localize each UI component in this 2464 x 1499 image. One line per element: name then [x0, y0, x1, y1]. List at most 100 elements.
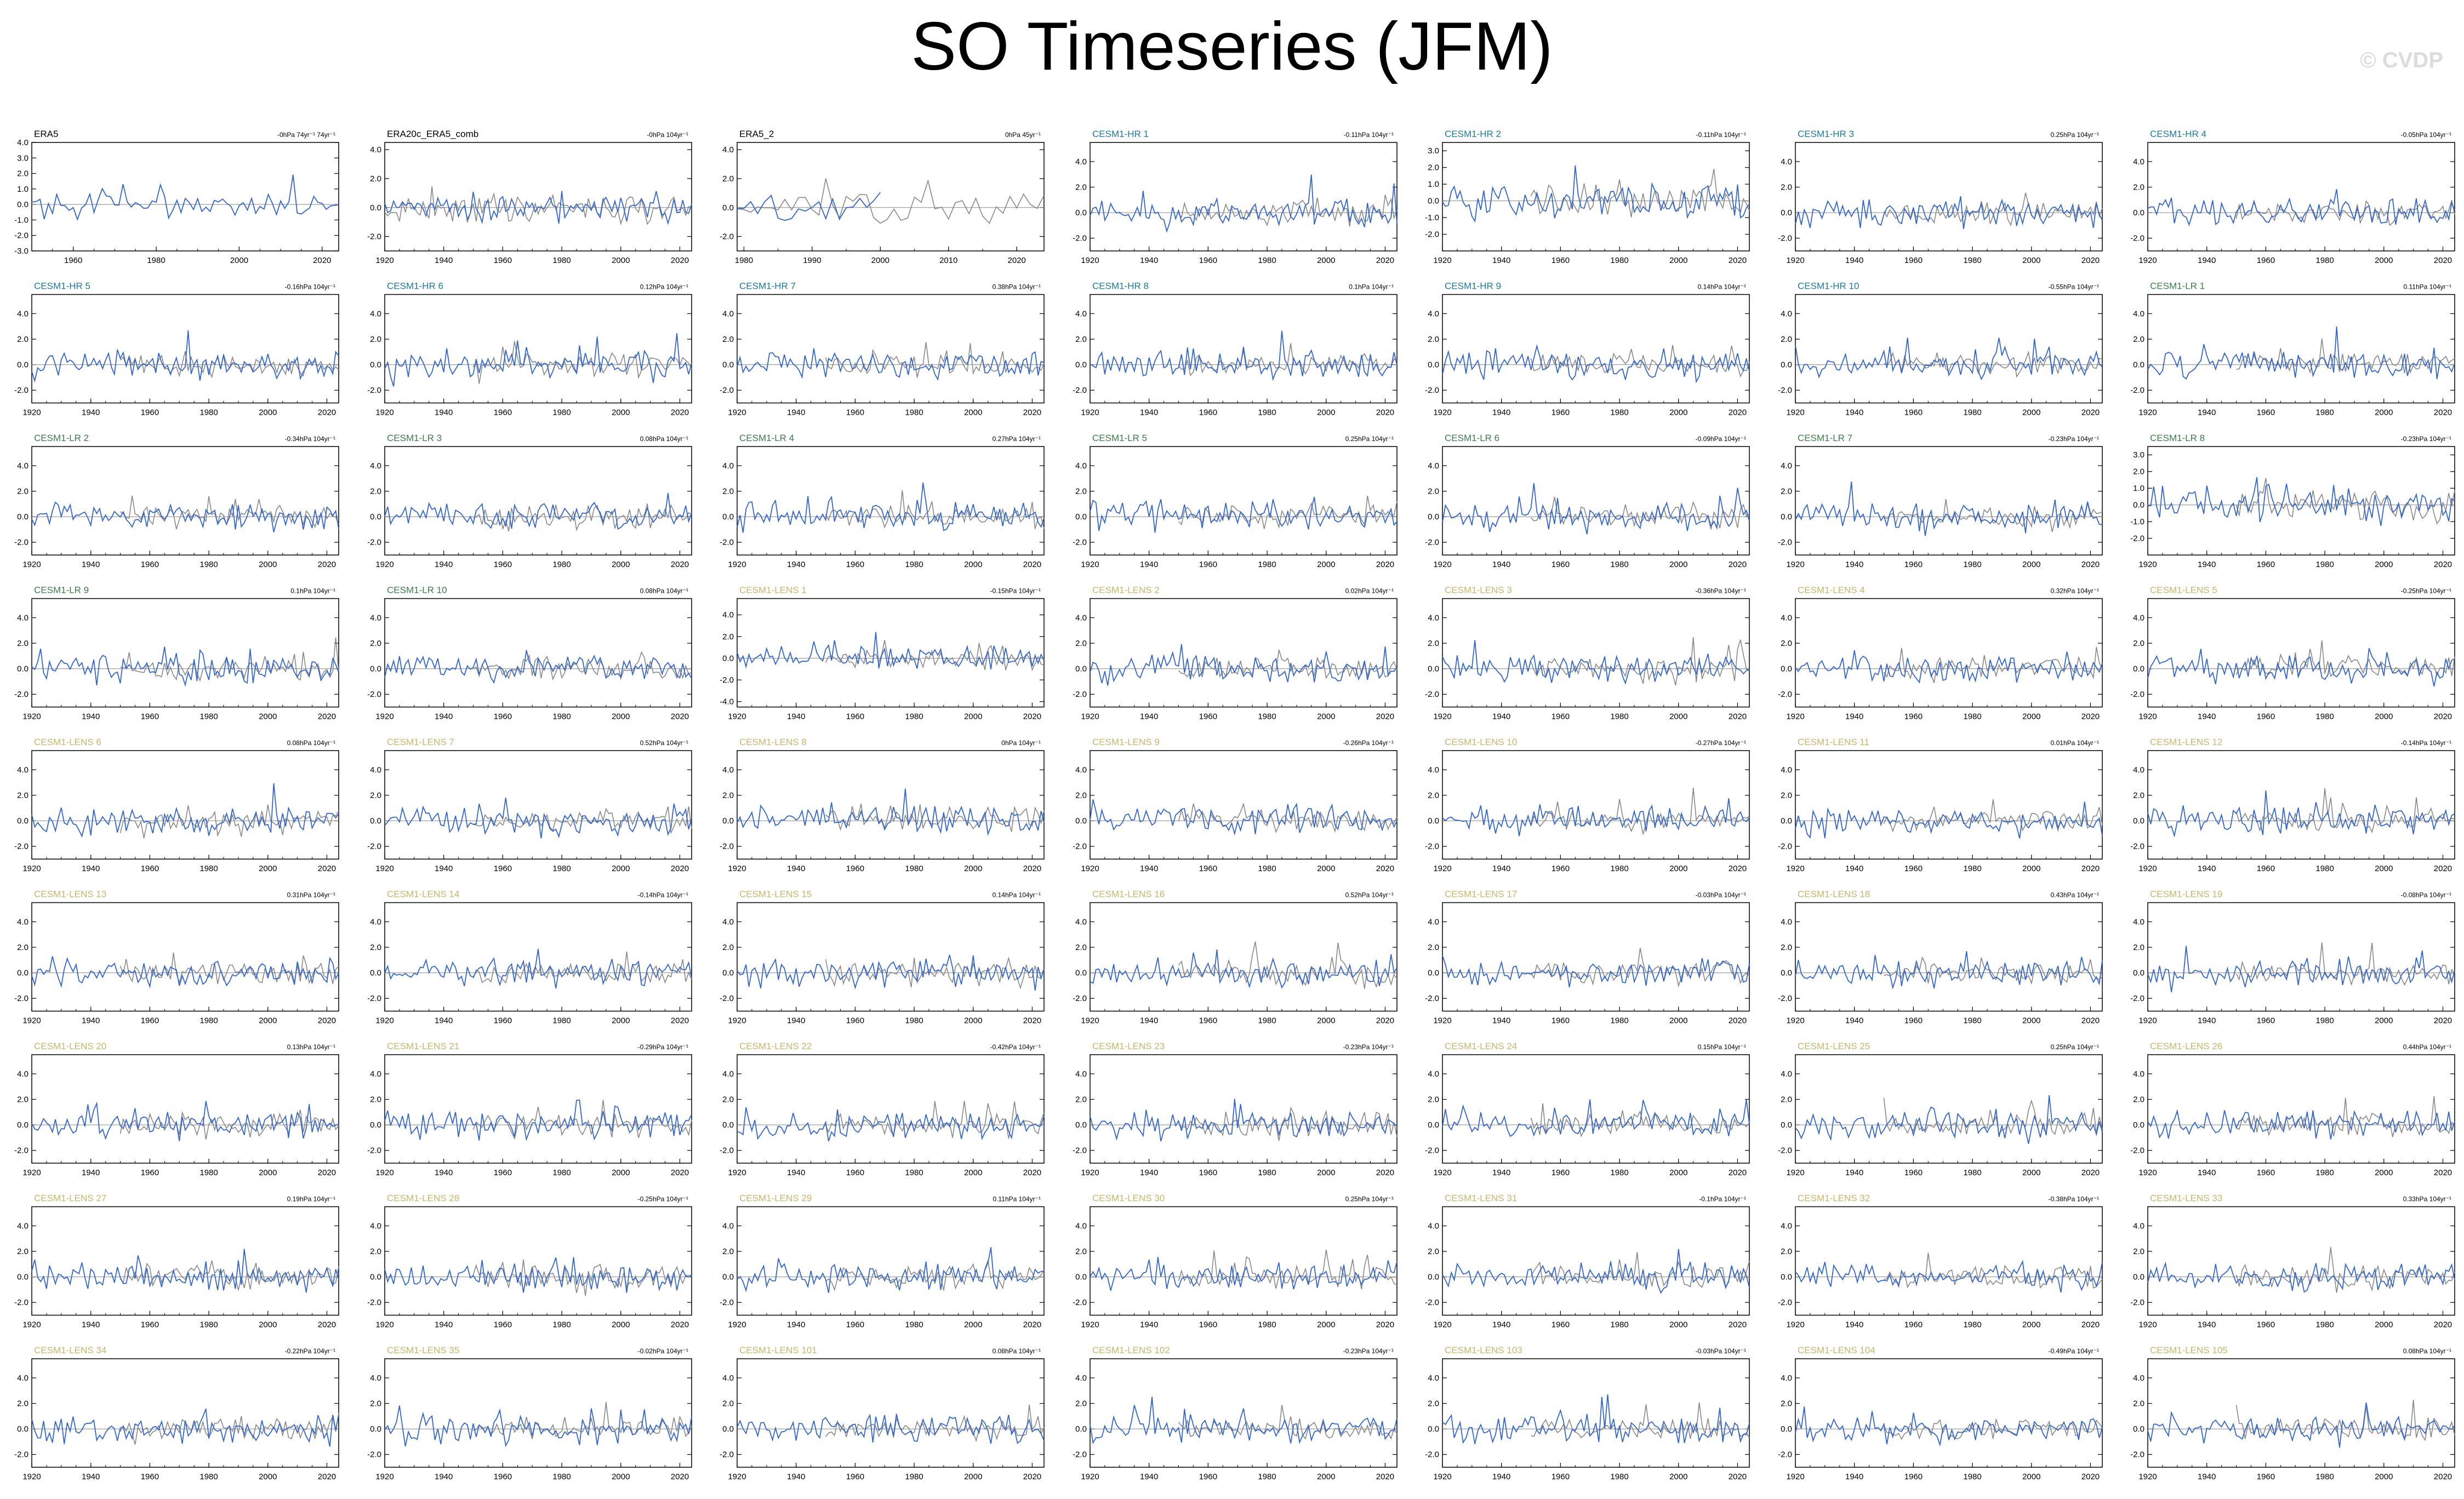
y-tick-label: 2.0: [722, 1247, 734, 1256]
y-tick-label: 4.0: [1428, 1374, 1439, 1383]
panel-title: ERA20c_ERA5_comb: [387, 129, 478, 139]
y-tick-label: 0.0: [722, 654, 734, 663]
panel-frame: [1090, 1206, 1398, 1316]
x-tick-label: 1920: [22, 712, 41, 722]
y-tick-label: 0.0: [1781, 512, 1792, 522]
x-tick-label: 1960: [846, 408, 864, 417]
x-tick-label: 1980: [1963, 712, 1981, 722]
y-tick-label: 4.0: [1428, 613, 1439, 622]
x-tick-label: 2000: [1317, 1472, 1335, 1481]
panel-trend-annotation: 0.08hPa 104yr⁻¹: [2403, 1347, 2451, 1355]
x-tick-label: 1980: [905, 560, 923, 569]
timeseries-panel: CESM1-LENS 14 -0.14hPa 104yr⁻¹ 4.0 2.0 0.0 -2…: [367, 889, 692, 1026]
y-tick-label: -2.0: [1778, 1146, 1792, 1155]
y-tick-label: 2.0: [370, 1399, 381, 1409]
x-tick-label: 1960: [1904, 560, 1923, 569]
panel-title: CESM1-LR 6: [1445, 433, 1499, 443]
x-tick-label: 1920: [1433, 1320, 1451, 1330]
x-tick-label: 1960: [1552, 408, 1570, 417]
panel-frame: [384, 1054, 692, 1164]
x-tick-label: 2000: [2375, 1320, 2393, 1330]
x-tick-label: 1980: [905, 864, 923, 873]
y-tick-label: 2.0: [1781, 1247, 1792, 1256]
x-tick-label: 1940: [1140, 408, 1158, 417]
model-series-line: [1795, 1260, 2103, 1293]
model-series-line: [1442, 344, 1750, 384]
timeseries-panel: CESM1-LENS 105 0.08hPa 104yr⁻¹ 4.0 2.0 0.0 -2…: [2130, 1345, 2455, 1481]
x-tick-label: 2000: [2375, 560, 2393, 569]
panel-trend-annotation: -0.15hPa 104yr⁻¹: [990, 587, 1041, 595]
panel-trend-annotation: -0.55hPa 104yr⁻¹: [2049, 283, 2099, 291]
x-tick-label: 2020: [313, 256, 331, 265]
y-tick-label: 0.0: [1075, 208, 1087, 218]
y-tick-label: 2.0: [1428, 335, 1439, 344]
timeseries-panel: CESM1-HR 5 -0.16hPa 104yr⁻¹ 4.0 2.0 0.0 -2.0 1…: [14, 281, 339, 417]
x-tick-label: 2020: [1729, 256, 1747, 265]
y-tick-label: 0.0: [17, 816, 28, 826]
y-tick-label: -2.0: [1778, 1450, 1792, 1460]
x-tick-label: 2020: [318, 560, 336, 569]
y-tick-label: 0.0: [1428, 361, 1439, 370]
x-tick-label: 2020: [671, 864, 689, 873]
timeseries-panel: CESM1-HR 3 0.25hPa 104yr⁻¹ 4.0 2.0 0.0 -2.0 19…: [1778, 129, 2103, 265]
y-tick-label: 4.0: [1781, 917, 1792, 926]
x-tick-label: 1920: [2138, 256, 2157, 265]
x-tick-label: 1920: [1786, 1016, 1804, 1026]
y-tick-label: -3.0: [14, 247, 28, 256]
y-tick-label: 2.0: [17, 487, 28, 496]
x-tick-label: 1920: [1081, 864, 1099, 873]
panel-title: CESM1-LENS 13: [34, 889, 106, 900]
y-tick-label: 0.0: [370, 665, 381, 674]
x-tick-label: 2020: [1729, 1168, 1747, 1177]
panel-title: CESM1-LENS 10: [1445, 737, 1517, 747]
timeseries-panel: CESM1-LR 6 -0.09hPa 104yr⁻¹ 4.0 2.0 0.0 -2.0 1…: [1425, 433, 1750, 569]
panel-frame: [737, 902, 1045, 1012]
y-tick-label: 4.0: [1428, 765, 1439, 775]
model-series-line: [384, 1405, 692, 1447]
y-tick-label: 2.0: [370, 487, 381, 496]
x-tick-label: 1960: [2257, 1168, 2275, 1177]
x-tick-label: 2020: [1023, 1472, 1041, 1481]
y-tick-label: 4.0: [1781, 613, 1792, 622]
y-tick-label: 2.0: [1075, 791, 1087, 800]
y-tick-label: 2.0: [1781, 791, 1792, 800]
y-tick-label: -2.0: [1073, 1146, 1087, 1155]
x-tick-label: 2020: [318, 864, 336, 873]
model-series-line: [1795, 951, 2103, 990]
timeseries-panel: CESM1-LR 1 0.11hPa 104yr⁻¹ 4.0 2.0 0.0 -2.0 19…: [2130, 281, 2455, 417]
x-tick-label: 2020: [671, 1016, 689, 1026]
x-tick-label: 1940: [435, 560, 453, 569]
y-tick-label: 4.0: [370, 1374, 381, 1383]
x-tick-label: 1980: [199, 1016, 218, 1026]
y-tick-label: -2.0: [1073, 1298, 1087, 1307]
x-tick-label: 1920: [2138, 408, 2157, 417]
x-tick-label: 1940: [1140, 256, 1158, 265]
y-tick-label: 2.0: [370, 1247, 381, 1256]
x-tick-label: 1940: [1845, 712, 1863, 722]
y-tick-label: 2.0: [722, 335, 734, 344]
x-tick-label: 1940: [787, 864, 805, 873]
panel-trend-annotation: -0.03hPa 104yr⁻¹: [1696, 1347, 1746, 1355]
x-tick-label: 1960: [1552, 1168, 1570, 1177]
panel-title: CESM1-LR 1: [2150, 281, 2205, 291]
y-tick-label: -2.0: [1778, 234, 1792, 243]
model-series-line: [31, 956, 339, 989]
x-tick-label: 1920: [22, 1320, 41, 1330]
y-tick-label: 0.0: [722, 969, 734, 978]
x-tick-label: 1960: [846, 1320, 864, 1330]
y-tick-label: 4.0: [2133, 1221, 2144, 1231]
x-tick-label: 1940: [82, 1016, 100, 1026]
y-tick-label: 0.0: [1428, 816, 1439, 826]
x-tick-label: 1960: [494, 408, 512, 417]
timeseries-panel: CESM1-LENS 103 -0.03hPa 104yr⁻¹ 4.0 2.0 0.0 -…: [1425, 1345, 1750, 1481]
reference-series-line: [2235, 1399, 2455, 1441]
panel-frame: [384, 446, 692, 556]
y-tick-label: 4.0: [17, 765, 28, 775]
x-tick-label: 1980: [1963, 256, 1981, 265]
timeseries-panel: ERA5_2 0hPa 45yr⁻¹ 4.0 2.0 0.0 -2.0 1980 1990 20…: [720, 129, 1045, 265]
y-tick-label: 2.0: [17, 1095, 28, 1105]
x-tick-label: 1960: [846, 1168, 864, 1177]
timeseries-panel: CESM1-LENS 104 -0.49hPa 104yr⁻¹ 4.0 2.0 0.0 -…: [1778, 1345, 2103, 1481]
y-tick-label: -2.0: [367, 690, 381, 699]
y-tick-label: 0.0: [722, 1120, 734, 1130]
